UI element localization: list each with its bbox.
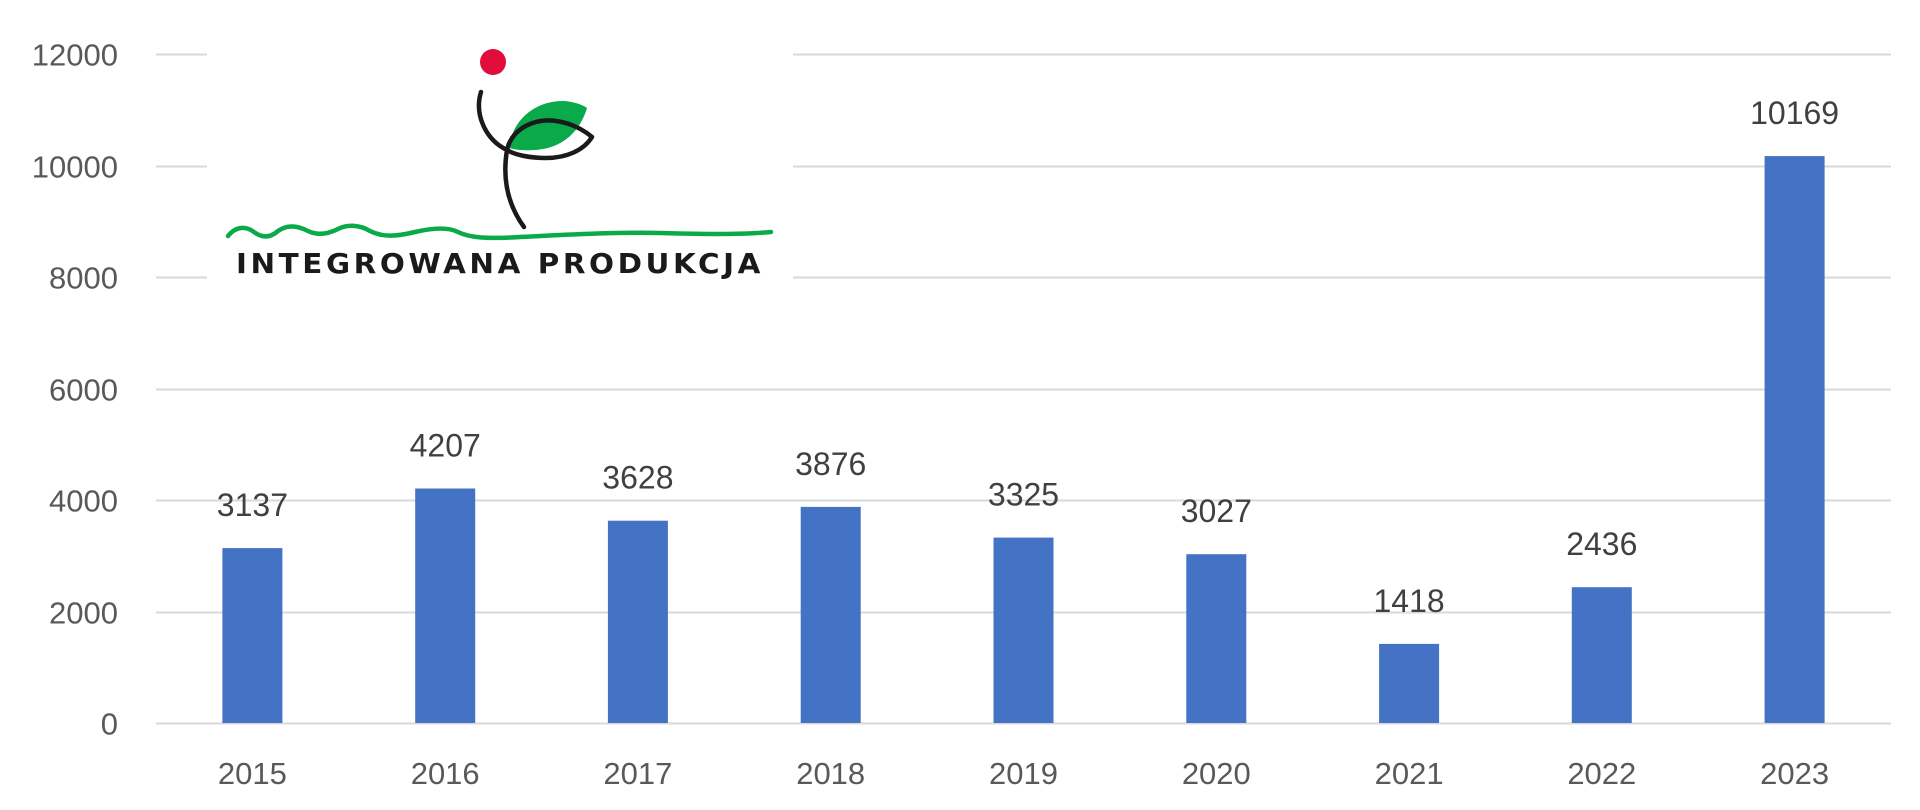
x-axis-tick-labels: 2015 2016 2017 2018 2019 2020 2021 2022 2023 bbox=[218, 756, 1829, 791]
x-tick-label: 2016 bbox=[411, 756, 480, 791]
data-label: 4207 bbox=[410, 428, 481, 464]
y-tick-label: 12000 bbox=[32, 38, 118, 73]
data-label: 3027 bbox=[1181, 493, 1252, 529]
bar-2018 bbox=[800, 506, 861, 723]
y-tick-label: 6000 bbox=[49, 373, 118, 408]
data-label: 1418 bbox=[1374, 583, 1445, 619]
x-tick-label: 2022 bbox=[1567, 756, 1636, 791]
bar-2023 bbox=[1764, 156, 1825, 724]
sprout-leaf-logo-icon bbox=[476, 49, 595, 230]
data-label: 10169 bbox=[1750, 95, 1839, 131]
data-label: 3325 bbox=[988, 477, 1059, 513]
red-dot-icon bbox=[480, 49, 506, 75]
logo-text: INTEGROWANA PRODUKCJA bbox=[236, 247, 764, 280]
bar-2017 bbox=[607, 520, 668, 723]
data-label: 3628 bbox=[602, 460, 673, 496]
bar-2015 bbox=[222, 548, 283, 723]
x-tick-label: 2017 bbox=[603, 756, 672, 791]
bar-2021 bbox=[1379, 643, 1440, 723]
bar-2016 bbox=[415, 488, 476, 723]
y-tick-label: 2000 bbox=[49, 596, 118, 631]
leaf-icon bbox=[509, 100, 587, 151]
x-tick-label: 2015 bbox=[218, 756, 287, 791]
y-tick-label: 8000 bbox=[49, 261, 118, 296]
data-label: 2436 bbox=[1566, 526, 1637, 562]
x-tick-label: 2021 bbox=[1375, 756, 1444, 791]
data-label: 3876 bbox=[795, 446, 866, 482]
data-labels: 3137 4207 3628 3876 3325 3027 1418 2436 10169 bbox=[217, 95, 1839, 619]
bar-2022 bbox=[1571, 587, 1632, 723]
y-axis-tick-labels: 0 2000 4000 6000 8000 10000 12000 bbox=[32, 38, 118, 742]
data-label: 3137 bbox=[217, 487, 288, 523]
x-tick-label: 2023 bbox=[1760, 756, 1829, 791]
y-tick-label: 10000 bbox=[32, 150, 118, 185]
x-tick-label: 2020 bbox=[1182, 756, 1251, 791]
bars bbox=[222, 156, 1825, 724]
green-wave-icon bbox=[225, 223, 774, 241]
bar-2019 bbox=[993, 537, 1054, 723]
stem-loop-icon bbox=[504, 118, 595, 161]
y-tick-label: 4000 bbox=[49, 484, 118, 519]
x-tick-label: 2019 bbox=[989, 756, 1058, 791]
y-tick-label: 0 bbox=[101, 707, 118, 742]
x-tick-label: 2018 bbox=[796, 756, 865, 791]
bar-2020 bbox=[1186, 554, 1247, 723]
integrowana-produkcja-logo: INTEGROWANA PRODUKCJA bbox=[207, 32, 793, 294]
